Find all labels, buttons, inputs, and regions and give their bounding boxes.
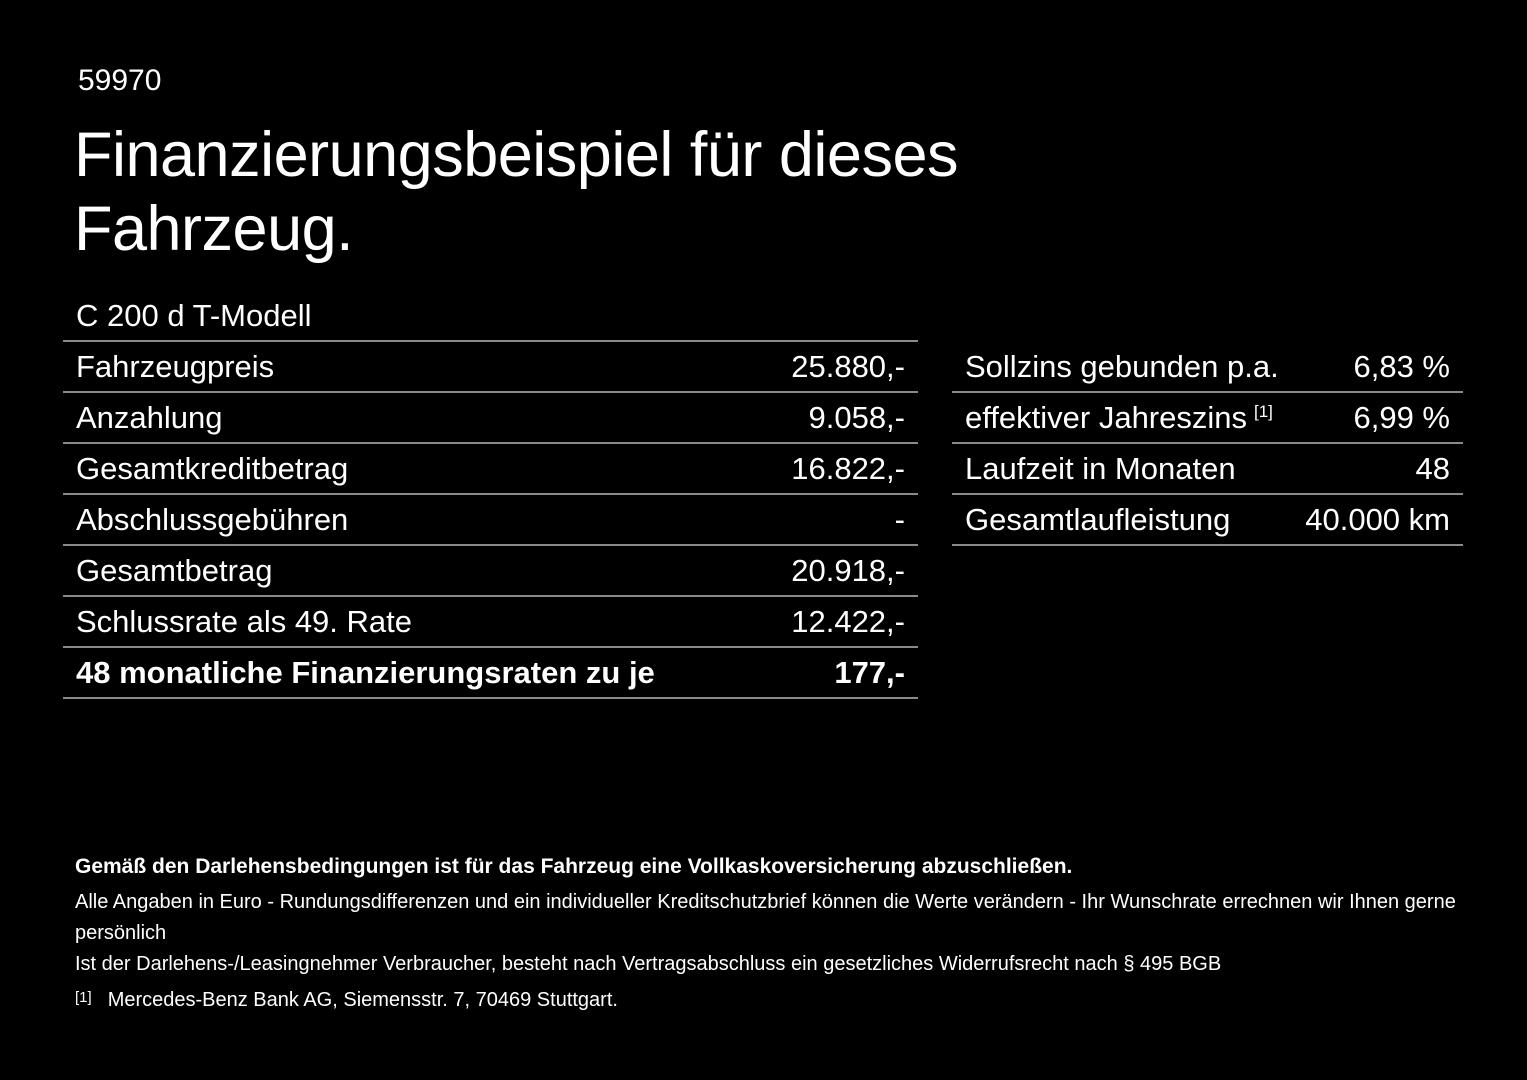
row-label: Gesamtbetrag bbox=[76, 552, 273, 588]
row-label: effektiver Jahreszins [1] bbox=[965, 399, 1273, 435]
footnote-reference-text: Mercedes-Benz Bank AG, Siemensstr. 7, 70… bbox=[107, 989, 618, 1011]
footnote-reference-marker: [1] bbox=[75, 989, 92, 1006]
footnote-reference: [1] Mercedes-Benz Bank AG, Siemensstr. 7,… bbox=[75, 987, 1475, 1015]
row-label: Schlussrate als 49. Rate bbox=[76, 603, 413, 639]
table-row-effektiver-jahreszins: effektiver Jahreszins [1] 6,99 % bbox=[952, 393, 1463, 444]
row-value: 6,83 % bbox=[1353, 348, 1450, 384]
table-row-anzahlung: Anzahlung 9.058,- bbox=[63, 393, 918, 444]
row-value: 177,- bbox=[834, 654, 905, 690]
row-value: 12.422,- bbox=[791, 603, 905, 639]
table-row-monthly-rate: 48 monatliche Finanzierungsraten zu je 1… bbox=[63, 648, 918, 699]
table-row-gesamtbetrag: Gesamtbetrag 20.918,- bbox=[63, 546, 918, 597]
row-label: Laufzeit in Monaten bbox=[965, 450, 1236, 486]
financing-details-table: Fahrzeugpreis 25.880,- Anzahlung 9.058,-… bbox=[63, 340, 918, 699]
disclaimer-note-1: Alle Angaben in Euro - Rundungsdifferenz… bbox=[75, 891, 1456, 944]
row-value: 40.000 km bbox=[1305, 501, 1450, 537]
row-value: 48 bbox=[1415, 450, 1450, 486]
row-label: Gesamtkreditbetrag bbox=[76, 450, 349, 486]
row-label: Anzahlung bbox=[76, 399, 223, 435]
row-label: Fahrzeugpreis bbox=[76, 348, 275, 384]
insurance-note: Gemäß den Darlehensbedingungen ist für d… bbox=[75, 855, 1073, 878]
row-label: 48 monatliche Finanzierungsraten zu je bbox=[76, 654, 655, 690]
table-row-laufzeit: Laufzeit in Monaten 48 bbox=[952, 444, 1463, 495]
row-label: Gesamtlaufleistung bbox=[965, 501, 1231, 537]
page-title: Finanzierungsbeispiel für dieses Fahrzeu… bbox=[74, 118, 959, 266]
row-value: 20.918,- bbox=[791, 552, 905, 588]
listing-id: 59970 bbox=[78, 64, 162, 97]
page-title-line-1: Finanzierungsbeispiel für dieses bbox=[74, 120, 959, 190]
row-label: Sollzins gebunden p.a. bbox=[965, 348, 1279, 384]
row-value: 25.880,- bbox=[791, 348, 905, 384]
table-row-abschlussgebuehren: Abschlussgebühren - bbox=[63, 495, 918, 546]
table-row-gesamtlaufleistung: Gesamtlaufleistung 40.000 km bbox=[952, 495, 1463, 546]
financing-conditions-table: Sollzins gebunden p.a. 6,83 % effektiver… bbox=[952, 342, 1463, 546]
row-value: - bbox=[894, 501, 905, 537]
disclaimer-note-2: Ist der Darlehens-/Leasingnehmer Verbrau… bbox=[75, 953, 1222, 975]
page-title-line-2: Fahrzeug. bbox=[74, 194, 354, 264]
vehicle-model: C 200 d T-Modell bbox=[76, 298, 312, 333]
table-row-gesamtkreditbetrag: Gesamtkreditbetrag 16.822,- bbox=[63, 444, 918, 495]
row-label: Abschlussgebühren bbox=[76, 501, 349, 537]
table-row-fahrzeugpreis: Fahrzeugpreis 25.880,- bbox=[63, 342, 918, 393]
footnotes-block: Gemäß den Darlehensbedingungen ist für d… bbox=[75, 855, 1475, 1015]
row-value: 6,99 % bbox=[1353, 399, 1450, 435]
table-row-schlussrate: Schlussrate als 49. Rate 12.422,- bbox=[63, 597, 918, 648]
table-row-sollzins: Sollzins gebunden p.a. 6,83 % bbox=[952, 342, 1463, 393]
row-value: 9.058,- bbox=[808, 399, 905, 435]
footnote-superscript: [1] bbox=[1254, 401, 1273, 421]
row-value: 16.822,- bbox=[791, 450, 905, 486]
